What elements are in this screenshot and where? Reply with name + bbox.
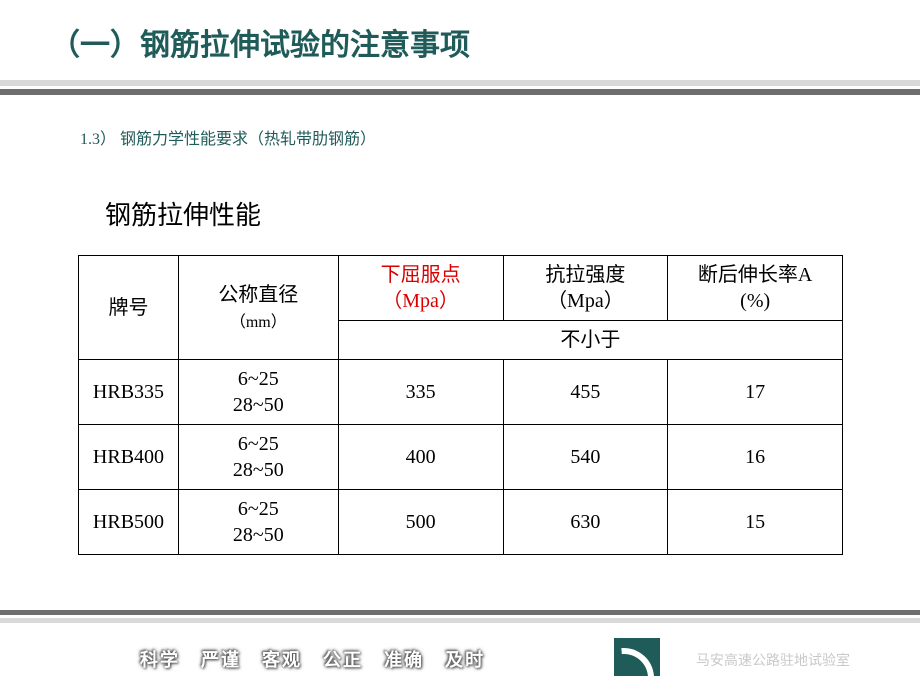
top-divider: [0, 80, 920, 98]
cell-dia1: 6~25: [238, 498, 279, 520]
header-tensile-unit: （Mpa）: [547, 290, 624, 312]
cell-grade: HRB500: [79, 490, 179, 555]
page-heading: （一）钢筋拉伸试验的注意事项: [50, 20, 470, 64]
cell-tensile: 630: [503, 490, 668, 555]
cell-elong: 17: [668, 360, 843, 425]
header-grade: 牌号: [79, 256, 179, 360]
header-yield: 下屈服点 （Mpa）: [338, 256, 503, 321]
sub-heading: 1.3） 钢筋力学性能要求（热轧带肋钢筋）: [80, 125, 376, 149]
cell-tensile: 540: [503, 425, 668, 490]
cell-diameter: 6~25 28~50: [178, 425, 338, 490]
table-row: HRB400 6~25 28~50 400 540 16: [79, 425, 843, 490]
motto-word: 及时: [445, 650, 485, 670]
header-tensile: 抗拉强度 （Mpa）: [503, 256, 668, 321]
org-logo-icon: [614, 638, 660, 676]
header-diameter-unit: （mm）: [230, 314, 287, 331]
cell-diameter: 6~25 28~50: [178, 490, 338, 555]
table-row: HRB500 6~25 28~50 500 630 15: [79, 490, 843, 555]
cell-diameter: 6~25 28~50: [178, 360, 338, 425]
footer-motto: 科学 严谨 客观 公正 准确 及时: [140, 646, 499, 672]
cell-tensile: 455: [503, 360, 668, 425]
cell-dia2: 28~50: [233, 394, 284, 416]
section-title: 钢筋拉伸性能: [105, 195, 261, 232]
page-footer: 科学 严谨 客观 公正 准确 及时 马安高速公路驻地试验室: [0, 610, 920, 690]
cell-yield: 500: [338, 490, 503, 555]
motto-word: 公正: [323, 650, 363, 670]
cell-dia1: 6~25: [238, 368, 279, 390]
cell-dia1: 6~25: [238, 433, 279, 455]
footer-divider: [0, 610, 920, 624]
header-elong: 断后伸长率A (%): [668, 256, 843, 321]
table-row: HRB335 6~25 28~50 335 455 17: [79, 360, 843, 425]
cell-dia2: 28~50: [233, 459, 284, 481]
header-tensile-label: 抗拉强度: [545, 264, 625, 286]
cell-dia2: 28~50: [233, 524, 284, 546]
cell-elong: 15: [668, 490, 843, 555]
data-table: 牌号 公称直径 （mm） 下屈服点 （Mpa） 抗拉强度 （Mpa） 断后伸长率…: [78, 255, 843, 555]
header-diameter-label: 公称直径: [218, 284, 298, 306]
header-yield-unit: （Mpa）: [382, 290, 459, 312]
header-diameter: 公称直径 （mm）: [178, 256, 338, 360]
cell-grade: HRB335: [79, 360, 179, 425]
footer-org: 马安高速公路驻地试验室: [696, 650, 850, 670]
cell-grade: HRB400: [79, 425, 179, 490]
motto-word: 客观: [262, 650, 302, 670]
cell-yield: 400: [338, 425, 503, 490]
header-elong-unit: (%): [740, 290, 770, 312]
motto-word: 科学: [140, 650, 180, 670]
header-yield-label: 下屈服点: [381, 264, 461, 286]
motto-word: 严谨: [201, 650, 241, 670]
header-elong-label: 断后伸长率A: [698, 264, 812, 286]
motto-word: 准确: [384, 650, 424, 670]
header-not-less: 不小于: [338, 321, 842, 360]
cell-yield: 335: [338, 360, 503, 425]
cell-elong: 16: [668, 425, 843, 490]
